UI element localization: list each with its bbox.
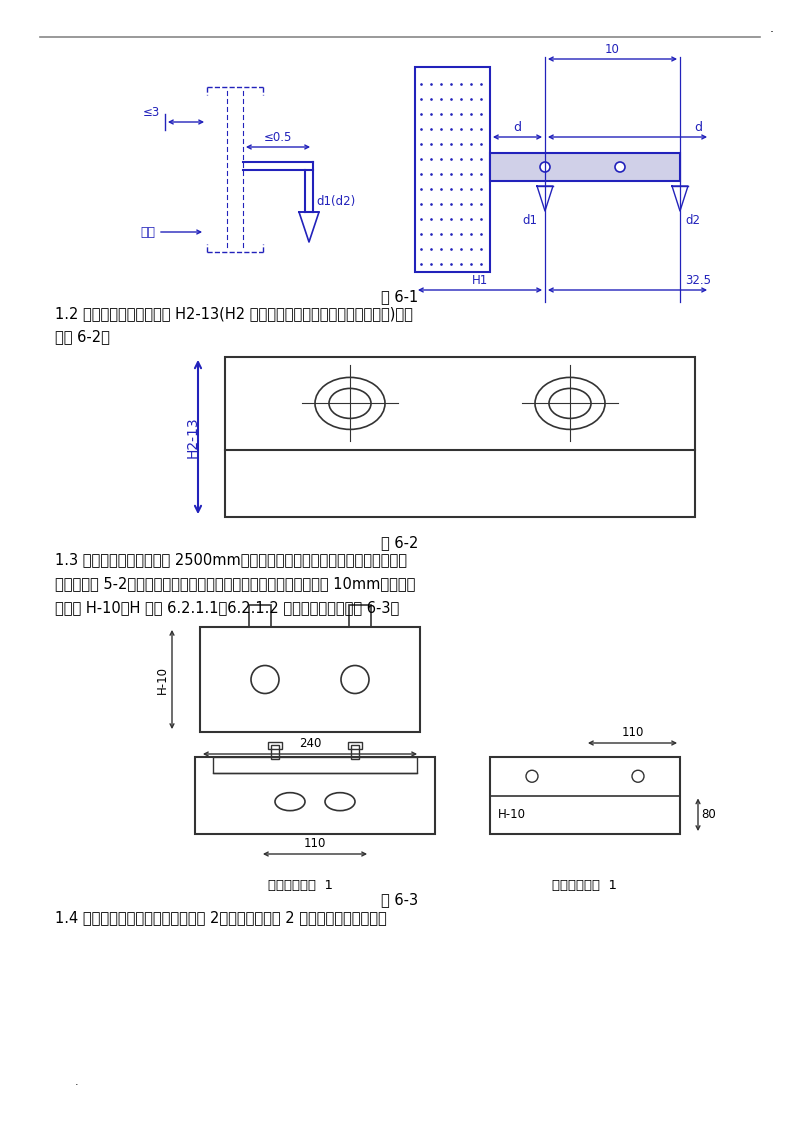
Text: 图 6-1: 图 6-1 <box>382 289 418 305</box>
Bar <box>348 741 362 749</box>
Text: 240: 240 <box>299 737 321 751</box>
Text: 见图 6-2。: 见图 6-2。 <box>55 329 110 344</box>
Text: .: . <box>75 1077 78 1087</box>
Bar <box>200 627 420 732</box>
Text: 尺寸为 H-10（H 为按 6.2.1.1、6.2.1.2 计算尺寸），参见图 6-3。: 尺寸为 H-10（H 为按 6.2.1.1、6.2.1.2 计算尺寸），参见图 … <box>55 600 399 615</box>
Text: H2-13: H2-13 <box>186 417 200 457</box>
Text: 蓬（参见图 5-2）轿厢、对重导轨支架焊接时应向内（墙壁侧）缩进 10mm，其长度: 蓬（参见图 5-2）轿厢、对重导轨支架焊接时应向内（墙壁侧）缩进 10mm，其长… <box>55 576 415 591</box>
Text: 110: 110 <box>304 837 326 850</box>
Text: 图 6-3: 图 6-3 <box>382 892 418 907</box>
Text: H-10: H-10 <box>498 808 526 821</box>
Bar <box>249 604 271 627</box>
Circle shape <box>540 162 550 172</box>
Bar <box>268 741 282 749</box>
Bar <box>415 67 490 272</box>
Text: d: d <box>514 121 522 134</box>
Text: 1.4 轿厢导轨支架座与对重导轨支架 2、轿厢导轨支架 2 连接示意简图，参见图: 1.4 轿厢导轨支架座与对重导轨支架 2、轿厢导轨支架 2 连接示意简图，参见图 <box>55 910 386 925</box>
Text: ≤0.5: ≤0.5 <box>264 131 292 144</box>
Bar <box>351 745 359 758</box>
Bar <box>225 357 695 517</box>
Text: 图 6-2: 图 6-2 <box>382 535 418 550</box>
Text: H1: H1 <box>472 274 488 288</box>
Bar <box>271 745 279 758</box>
Text: 10: 10 <box>605 43 620 55</box>
Text: 1.2 轿厢导轨支架的长度为 H2-13(H2 为轿厢导轨样线与井道壁之间的距离)，参: 1.2 轿厢导轨支架的长度为 H2-13(H2 为轿厢导轨样线与井道壁之间的距离… <box>55 306 413 321</box>
Text: 1.3 注意：上部导轨（长度 2500mm）为加强型导轨，连接上部加强型导轨的三: 1.3 注意：上部导轨（长度 2500mm）为加强型导轨，连接上部加强型导轨的三 <box>55 552 407 567</box>
Bar <box>349 604 371 627</box>
Text: 80: 80 <box>701 808 716 821</box>
Text: 导轨: 导轨 <box>140 225 155 239</box>
Text: 110: 110 <box>622 726 644 739</box>
Circle shape <box>615 162 625 172</box>
Text: d1: d1 <box>522 214 537 228</box>
Text: .: . <box>770 22 774 35</box>
Bar <box>490 153 680 181</box>
Text: d1(d2): d1(d2) <box>316 196 355 208</box>
Text: d: d <box>694 121 702 134</box>
Text: 轿厢导轨支架  1: 轿厢导轨支架 1 <box>267 880 333 892</box>
Bar <box>195 757 435 834</box>
Text: 32.5: 32.5 <box>685 274 711 288</box>
Bar <box>490 757 680 834</box>
Text: ≤3: ≤3 <box>142 106 160 119</box>
Text: 对重导轨支架  1: 对重导轨支架 1 <box>553 880 618 892</box>
Text: d2: d2 <box>685 214 700 228</box>
Bar <box>213 757 417 773</box>
Text: H-10: H-10 <box>156 666 169 694</box>
